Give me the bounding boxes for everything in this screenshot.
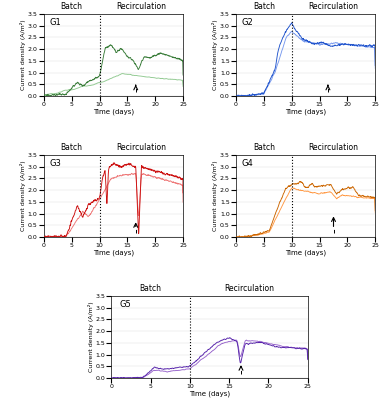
X-axis label: Time (days): Time (days) — [285, 250, 326, 256]
Text: Batch: Batch — [61, 143, 83, 152]
Text: G3: G3 — [50, 159, 61, 168]
Text: Recirculation: Recirculation — [116, 143, 166, 152]
Text: G5: G5 — [119, 300, 131, 309]
Text: G2: G2 — [242, 18, 253, 27]
X-axis label: Time (days): Time (days) — [189, 391, 230, 397]
Y-axis label: Current density (A/m²): Current density (A/m²) — [20, 20, 26, 90]
Text: Batch: Batch — [139, 284, 162, 293]
X-axis label: Time (days): Time (days) — [93, 250, 134, 256]
Y-axis label: Current density (A/m²): Current density (A/m²) — [213, 161, 218, 231]
Text: Recirculation: Recirculation — [309, 2, 359, 11]
Y-axis label: Current density (A/m²): Current density (A/m²) — [88, 302, 94, 372]
Text: Recirculation: Recirculation — [116, 2, 166, 11]
Y-axis label: Current density (A/m²): Current density (A/m²) — [20, 161, 26, 231]
Text: G1: G1 — [50, 18, 61, 27]
X-axis label: Time (days): Time (days) — [93, 109, 134, 115]
Text: Recirculation: Recirculation — [309, 143, 359, 152]
Text: Batch: Batch — [253, 2, 275, 11]
Text: Recirculation: Recirculation — [224, 284, 274, 293]
Y-axis label: Current density (A/m²): Current density (A/m²) — [213, 20, 218, 90]
X-axis label: Time (days): Time (days) — [285, 109, 326, 115]
Text: G4: G4 — [242, 159, 253, 168]
Text: Batch: Batch — [253, 143, 275, 152]
Text: Batch: Batch — [61, 2, 83, 11]
